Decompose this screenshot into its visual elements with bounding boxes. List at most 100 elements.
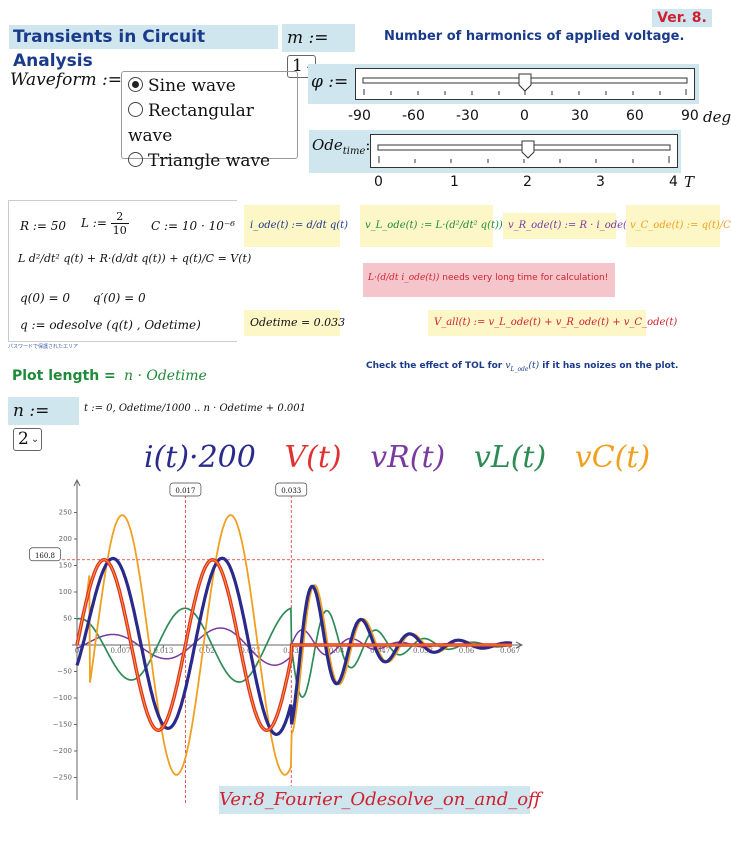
vall-def: V_all(t) := v_L_ode(t) + v_R_ode(t) + v_… <box>434 317 678 328</box>
chart-legend: i(t)·200 V(t) vR(t) vL(t) vC(t) <box>144 440 650 475</box>
eq-C: C := 10 · 10⁻⁶ <box>151 219 236 233</box>
marker-label-y: 160.8 <box>35 552 55 560</box>
ode-unit: T <box>684 173 695 191</box>
def-vL-ode-box <box>360 205 493 247</box>
tol-note-suffix: if it has noizes on the plot. <box>542 361 679 371</box>
m-label: m := <box>287 28 329 48</box>
y-tick-label: −200 <box>53 747 72 755</box>
y-tick-label: −50 <box>57 668 72 676</box>
n-dropdown[interactable]: 2 ⌄ <box>13 428 43 451</box>
n-control: n := 2 ⌄ <box>8 397 79 451</box>
y-tick-label: 200 <box>59 535 72 543</box>
page-title: Transients in Circuit Analysis <box>9 25 278 71</box>
radio-sine[interactable]: Sine wave <box>128 74 297 99</box>
x-tick-label: 0.04 <box>329 647 345 655</box>
x-tick-label: 0.067 <box>500 647 520 655</box>
harmonics-note: Number of harmonics of applied voltage. <box>384 29 685 44</box>
ode-slider-thumb <box>521 140 535 159</box>
ode-slider-track <box>377 140 671 163</box>
warning-text: needs very long time for calculation! <box>442 273 609 283</box>
radio-triangle[interactable]: Triangle wave <box>128 149 297 174</box>
eq-ode: L d²/dt² q(t) + R·(d/dt q(t)) + q(t)/C =… <box>18 252 252 265</box>
waveform-radio-group: Sine wave Rectangular wave Triangle wave <box>121 71 298 171</box>
x-tick-label: 0.007 <box>110 647 130 655</box>
series-Vall-overlay-line <box>76 559 512 731</box>
x-tick-label: 0.013 <box>153 647 173 655</box>
tol-note-prefix: Check the effect of TOL for <box>366 361 503 371</box>
x-tick-label: 0.033 <box>283 647 303 655</box>
y-axis-arrow-icon <box>73 478 81 487</box>
y-tick-label: −250 <box>53 774 72 782</box>
odetime-result-box <box>244 310 340 336</box>
legend-vC: vC(t) <box>574 440 651 475</box>
ode-label-main: Ode <box>312 136 343 154</box>
x-tick-label: 0.047 <box>370 647 390 655</box>
eq-L-den: 10 <box>112 224 127 237</box>
y-tick-label: −150 <box>53 721 72 729</box>
phi-slider-track <box>362 73 688 95</box>
vall-box <box>428 310 646 336</box>
y-tick-label: 150 <box>59 562 72 570</box>
eq-L: L := 2 10 <box>81 210 129 237</box>
marker-label-x2-box <box>275 482 308 497</box>
phi-tick: 60 <box>626 108 644 124</box>
protected-area-note: パスワードで保護されたエリア <box>8 344 79 350</box>
phi-slider[interactable] <box>355 68 695 100</box>
warning-box <box>363 263 615 297</box>
ode-slider[interactable] <box>370 134 678 168</box>
y-tick-label: −100 <box>53 694 72 702</box>
chart-plot-area: 250 200 150 100 50 −50 −100 −150 −200 −250 0 0.007 0… <box>29 478 544 805</box>
eq-init: q(0) = 0 q′(0) = 0 <box>20 291 146 305</box>
ode-label-sub: time <box>342 146 366 157</box>
plot-length-label: Plot length = <box>12 368 116 384</box>
def-i-ode-box <box>244 205 340 247</box>
legend-V: V(t) <box>284 440 342 475</box>
marker-label-x1: 0.017 <box>175 487 195 495</box>
def-vR-ode: v_R_ode(t) := R · i_ode(t) <box>508 220 635 231</box>
radio-triangle-label: Triangle wave <box>148 151 271 171</box>
x-tick-label: 0.06 <box>459 647 475 655</box>
legend-vR: vR(t) <box>370 440 446 475</box>
equations-region <box>8 200 237 342</box>
ode-tick: 1 <box>450 174 459 190</box>
x-tick-label: 0.053 <box>413 647 433 655</box>
def-vR-ode-box <box>503 213 616 239</box>
def-i-ode: i_ode(t) := d/dt q(t) <box>250 220 349 231</box>
marker-label-x2: 0.033 <box>281 487 301 495</box>
radio-empty-icon <box>128 152 143 167</box>
phi-tick: -90 <box>348 108 371 124</box>
plot-length-expr: n · Odetime <box>124 368 207 384</box>
def-vC-ode-box <box>626 205 720 247</box>
t-range-def: t := 0, Odetime/1000 .. n · Odetime + 0.… <box>84 403 306 414</box>
ode-tick: 2 <box>523 174 532 190</box>
eq-R: R := 50 <box>20 219 67 233</box>
m-value: 1 <box>292 56 303 77</box>
def-vC-ode: v_C_ode(t) := q(t)/C <box>630 220 731 231</box>
phi-tick: 0 <box>520 108 529 124</box>
marker-label-x1-box <box>169 482 202 497</box>
version-badge: Ver. 8. <box>652 9 712 27</box>
n-value: 2 <box>18 429 29 450</box>
eq-solve: q := odesolve (q(t) , Odetime) <box>20 318 201 332</box>
tol-note: Check the effect of TOL for vL_ode(t) if… <box>366 361 678 373</box>
m-control: m := 1⌄ <box>282 24 355 78</box>
n-label: n := <box>13 401 50 421</box>
x-tick-label: 0 <box>75 647 79 655</box>
warning-expr: L·(d/dt i_ode(t)) <box>368 273 440 283</box>
phi-tick: -60 <box>402 108 425 124</box>
legend-i: i(t)·200 <box>144 440 256 475</box>
radio-selected-icon <box>128 77 143 92</box>
phi-tick: 90 <box>681 108 699 124</box>
radio-rectangular[interactable]: Rectangular wave <box>128 99 297 149</box>
tol-note-var: vL_ode(t) <box>505 361 540 373</box>
ode-tick: 0 <box>374 174 383 190</box>
waveform-label: Waveform := <box>10 70 122 90</box>
radio-empty-icon <box>128 102 143 117</box>
y-tick-label: 50 <box>63 615 72 623</box>
phi-tick: 30 <box>571 108 589 124</box>
x-tick-label: 0.02 <box>199 647 215 655</box>
phi-slider-thumb <box>518 73 532 92</box>
phi-tick: -30 <box>456 108 479 124</box>
ode-tick: 4 <box>669 174 678 190</box>
radio-sine-label: Sine wave <box>148 76 236 96</box>
